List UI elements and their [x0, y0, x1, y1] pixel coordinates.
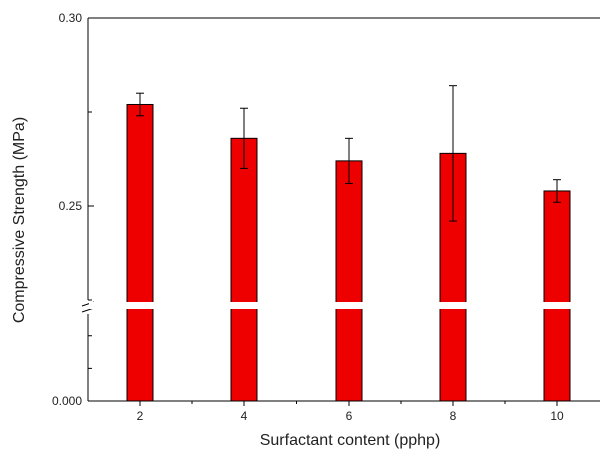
x-tick-label: 6 [346, 409, 353, 423]
x-tick-label: 2 [137, 409, 144, 423]
bar [335, 160, 363, 402]
x-tick-label: 8 [450, 409, 457, 423]
x-tick-label: 4 [241, 409, 248, 423]
x-ticks: 2 4 6 8 10 [137, 401, 564, 423]
bar [230, 137, 258, 402]
y-tick-label: 0.25 [59, 199, 83, 213]
x-axis-title: Surfactant content (pphp) [260, 432, 441, 449]
bar [543, 190, 571, 402]
axis-break-gap [89, 302, 601, 309]
y-ticks: 0.30 0.25 0.000 [52, 11, 94, 408]
bars [126, 85, 571, 402]
y-axis-title: Compressive Strength (MPa) [11, 117, 28, 323]
y-tick-label: 0.30 [59, 11, 83, 25]
x-tick-label: 10 [550, 409, 564, 423]
bar [126, 103, 154, 402]
y-tick-label: 0.000 [52, 394, 82, 408]
